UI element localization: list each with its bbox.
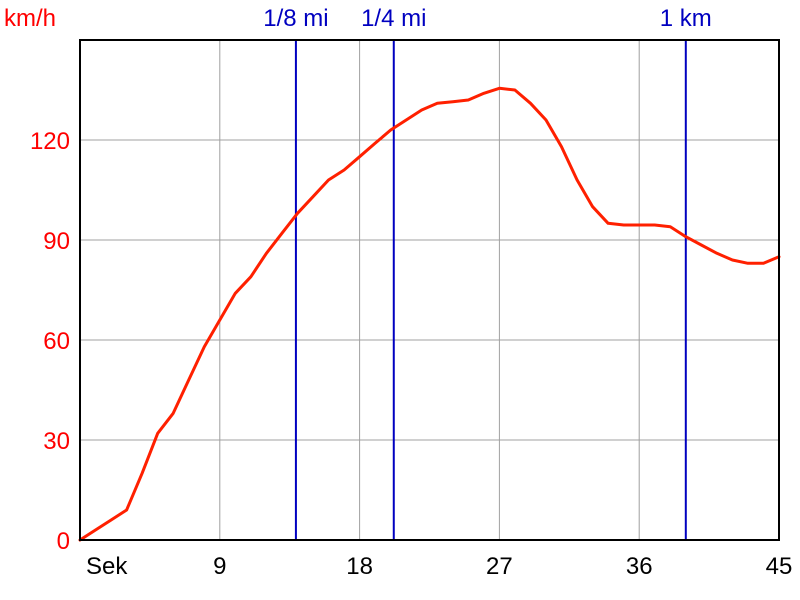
speed-series-line bbox=[78, 86, 781, 542]
x-tick-label: 45 bbox=[766, 553, 793, 580]
horizontal-gridlines bbox=[80, 139, 779, 441]
vertical-gridlines bbox=[219, 40, 640, 540]
plot-frame bbox=[79, 39, 780, 541]
y-tick-label: 30 bbox=[43, 428, 70, 455]
series-layer bbox=[78, 86, 781, 542]
marker-label: 1/8 mi bbox=[263, 5, 328, 32]
distance-markers: 1/8 mi 1/4 mi 1 km bbox=[263, 5, 712, 540]
y-axis-unit-label: km/h bbox=[4, 5, 56, 32]
x-tick-label: 9 bbox=[213, 553, 226, 580]
x-tick-labels: Sek 9 18 27 36 45 bbox=[86, 553, 792, 580]
x-tick-label: 27 bbox=[486, 553, 513, 580]
y-tick-label: 0 bbox=[57, 528, 70, 555]
marker-label: 1 km bbox=[660, 5, 712, 32]
x-tick-label: Sek bbox=[86, 553, 128, 580]
y-tick-label: 90 bbox=[43, 228, 70, 255]
x-tick-label: 18 bbox=[346, 553, 373, 580]
x-tick-label: 36 bbox=[626, 553, 653, 580]
y-tick-labels: 0 30 60 90 120 bbox=[30, 128, 70, 555]
y-tick-label: 60 bbox=[43, 328, 70, 355]
marker-label: 1/4 mi bbox=[361, 5, 426, 32]
y-tick-label: 120 bbox=[30, 128, 70, 155]
